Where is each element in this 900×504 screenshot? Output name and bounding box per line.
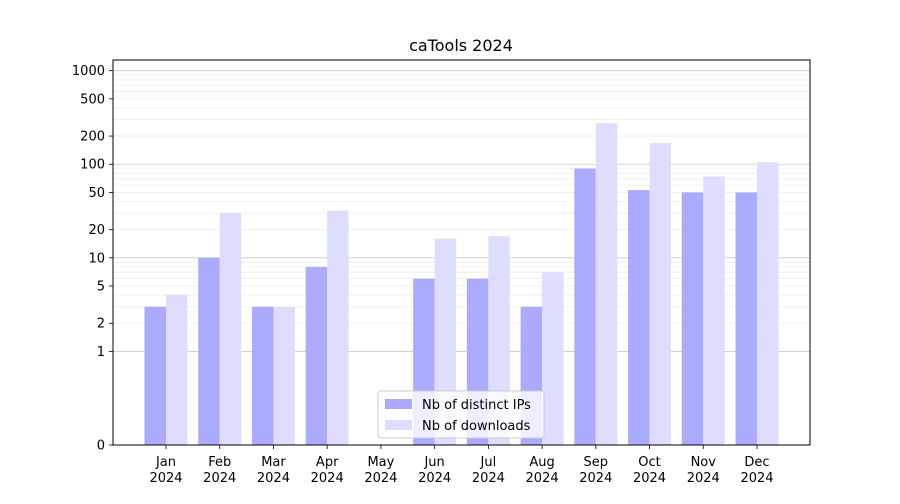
bar-downloads [649,143,672,445]
y-tick-label: 2 [97,317,105,332]
y-tick-label: 5 [97,280,105,295]
x-tick-label-year: 2024 [740,471,773,486]
axes [112,59,811,446]
x-tick-label-year: 2024 [311,471,344,486]
x-tick-label-year: 2024 [526,471,559,486]
x-tick-label-month: Nov [691,455,717,470]
y-tick-label: 1000 [72,64,105,79]
x-tick-label-year: 2024 [418,471,451,486]
x-tick-label-year: 2024 [633,471,666,486]
x-tick-label-month: Sep [584,455,609,470]
x-tick-label-year: 2024 [579,471,612,486]
x-tick-label-month: May [367,455,394,470]
y-tick-label: 500 [80,92,105,107]
y-tick-label: 100 [80,158,105,173]
chart-title: caTools 2024 [409,36,513,55]
bar-distinct-ips [144,306,166,445]
x-tick-label-year: 2024 [257,471,290,486]
y-tick-label: 50 [88,186,105,201]
x-tick-label-month: Jul [480,455,497,470]
y-tick-label: 0 [97,439,105,454]
x-axis-ticks: Jan2024Feb2024Mar2024Apr2024May2024Jun20… [149,445,774,486]
x-tick-label-month: Jun [423,455,444,470]
y-tick-label: 1 [97,345,105,360]
x-tick-label-month: Oct [638,455,660,470]
bar-downloads [595,123,618,446]
bar-downloads [166,295,188,445]
y-tick-label: 20 [88,223,105,238]
legend-label: Nb of distinct IPs [422,398,531,413]
bar-distinct-ips [628,190,650,445]
bar-downloads [219,213,242,445]
bar-distinct-ips [305,266,328,445]
legend: Nb of distinct IPs Nb of downloads [377,390,545,439]
x-tick-label-month: Apr [316,455,339,470]
y-tick-label: 10 [88,251,105,266]
bar-distinct-ips [681,192,704,445]
legend-label: Nb of downloads [422,419,531,434]
x-tick-label-month: Dec [744,455,769,470]
bar-downloads [327,210,349,445]
legend-swatch [385,399,412,409]
x-tick-label-year: 2024 [149,471,182,486]
bar-downloads [273,306,295,445]
legend-swatch [385,420,412,430]
bar-distinct-ips [735,192,757,445]
bar-downloads [757,162,779,446]
x-tick-label-year: 2024 [687,471,720,486]
x-tick-label-year: 2024 [203,471,236,486]
y-axis-ticks: 0 1 2 5 10 20 50 100 200 500 1000 [72,64,113,454]
x-tick-label-year: 2024 [472,471,505,486]
x-tick-label-month: Jan [155,455,176,470]
x-tick-label-month: Aug [529,455,554,470]
bar-distinct-ips [251,306,274,445]
bar-distinct-ips [198,257,220,445]
bar-distinct-ips [574,168,596,445]
bar-downloads [542,272,564,445]
plot-frame [112,59,811,446]
x-tick-label-year: 2024 [364,471,397,486]
bar-downloads [703,176,725,446]
y-tick-label: 200 [80,130,105,145]
x-tick-label-month: Mar [261,455,286,470]
x-tick-label-month: Feb [208,455,231,470]
legend-box [377,390,545,439]
